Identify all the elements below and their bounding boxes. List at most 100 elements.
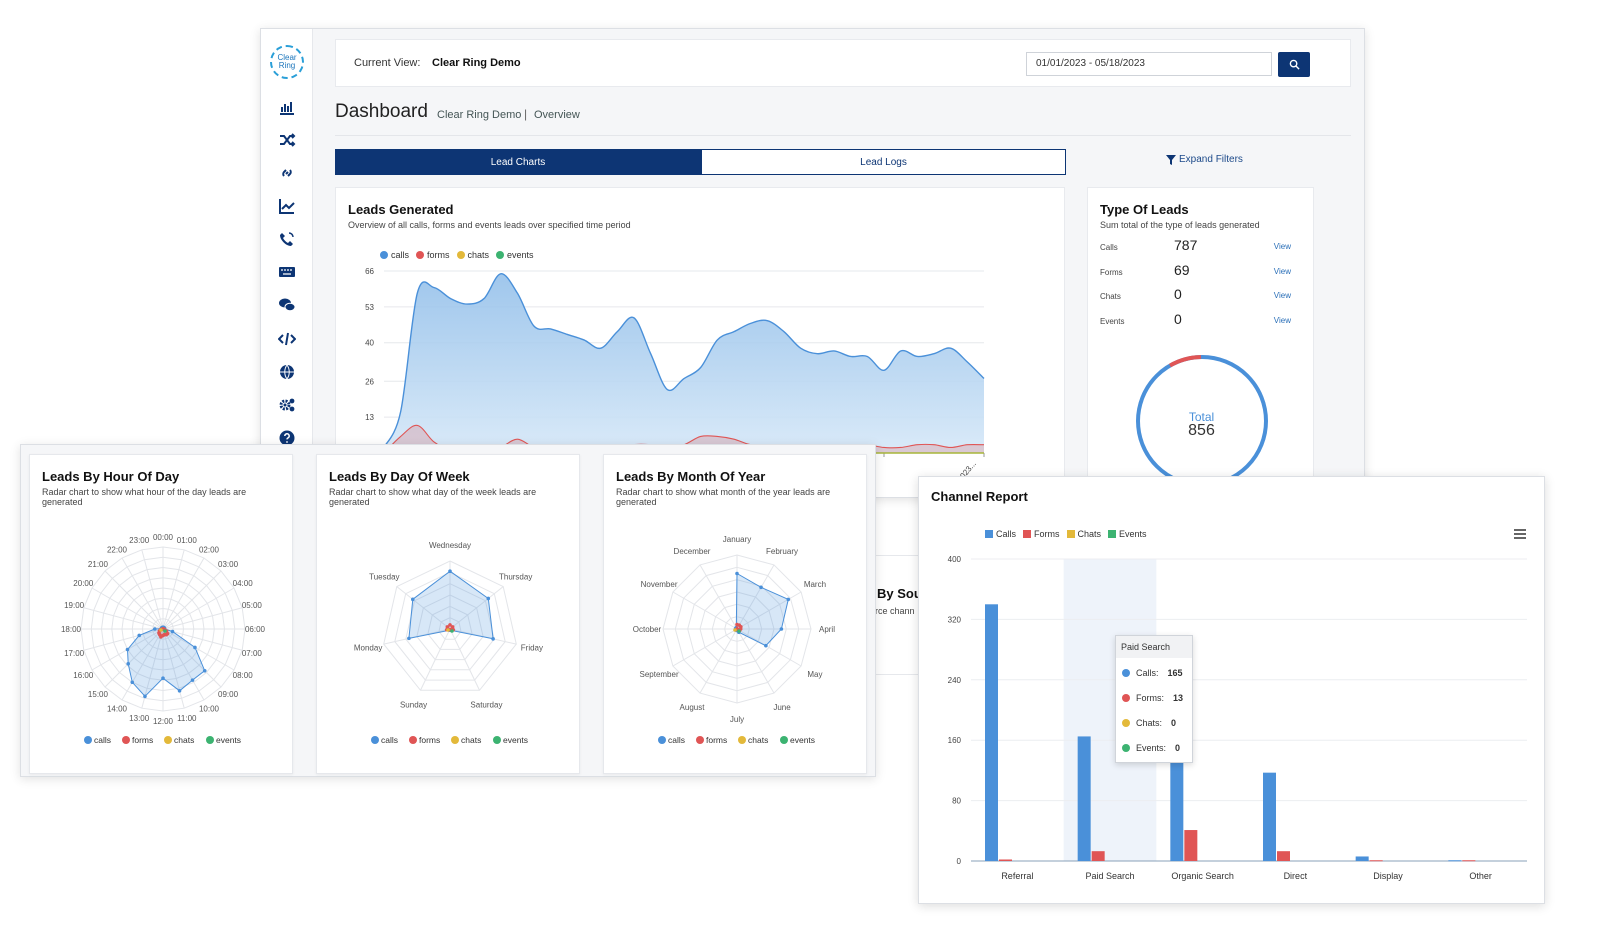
radar-spoke	[121, 628, 164, 701]
clear-ring-logo[interactable]: Clear Ring	[270, 45, 304, 79]
radar-axis-label: 11:00	[177, 714, 197, 723]
radar-spoke	[141, 549, 164, 630]
y-tick-label: 240	[948, 676, 962, 685]
channel-legend-chats[interactable]: Chats	[1066, 529, 1101, 539]
bar-forms	[1369, 860, 1383, 862]
total-value: 856	[1188, 422, 1215, 439]
tooltip-row-events: Events: 0	[1122, 743, 1180, 753]
radar-point-calls	[779, 627, 784, 631]
y-tick-label: 160	[948, 736, 962, 745]
channel-legend-calls[interactable]: Calls	[985, 529, 1016, 539]
radar-axis-label: 02:00	[199, 545, 220, 554]
logo-text-line1: Clear	[277, 53, 297, 62]
legend-calls[interactable]: calls	[380, 250, 409, 260]
type-row-forms: Forms 69 View	[1100, 262, 1305, 282]
radar-spoke	[162, 570, 222, 630]
radar-axis-label: 22:00	[107, 545, 128, 554]
legend-label-forms: forms	[419, 735, 440, 745]
globe-icon[interactable]	[275, 360, 299, 384]
type-label: Events	[1100, 317, 1125, 326]
filter-icon	[1166, 154, 1176, 165]
tab-lead-charts[interactable]: Lead Charts	[335, 149, 701, 175]
link-icon[interactable]	[275, 161, 299, 185]
leads-by-source-subtitle: rce chann	[875, 606, 915, 616]
line-chart-icon[interactable]	[275, 194, 299, 218]
radar-axis-label: 04:00	[233, 579, 254, 588]
radar-series-calls	[734, 572, 789, 647]
radar-axis-label: 18:00	[61, 625, 82, 634]
x-tick-label: Direct	[1284, 871, 1308, 881]
y-tick-label: 53	[365, 303, 374, 312]
legend-dot-calls	[658, 736, 666, 744]
radar-axis-label: Wednesday	[429, 541, 471, 550]
legend-events[interactable]: events	[496, 250, 534, 260]
legend-dot-events	[206, 736, 214, 744]
date-range-input[interactable]: 01/01/2023 - 05/18/2023	[1026, 52, 1272, 76]
y-tick-label: 0	[957, 857, 962, 866]
tooltip-value: 13	[1173, 693, 1184, 703]
radar-point-calls	[202, 668, 207, 673]
shuffle-icon[interactable]	[275, 128, 299, 152]
channel-legend-events[interactable]: Events	[1108, 529, 1147, 539]
radar-point-calls	[126, 661, 131, 666]
radar-spoke	[699, 628, 738, 694]
legend-label-calls: calls	[381, 735, 398, 745]
bar-calls	[1448, 860, 1462, 862]
breadcrumb-account[interactable]: Clear Ring Demo	[437, 109, 522, 121]
legend-forms[interactable]: forms	[416, 250, 450, 260]
leads-by-month-subtitle: Radar chart to show what month of the ye…	[616, 487, 831, 507]
chart-menu-icon[interactable]	[1514, 529, 1526, 539]
channel-report-chart: 0 80 160 240 320 400 Referral Paid Search Organi…	[948, 555, 1527, 881]
view-forms-link[interactable]: View	[1273, 267, 1291, 276]
legend-label-events: events	[216, 735, 241, 745]
top-bar: Current View: Clear Ring Demo 01/01/2023…	[335, 39, 1351, 87]
bar-forms	[999, 859, 1012, 861]
radar-spoke	[449, 586, 504, 630]
keyboard-icon[interactable]	[275, 260, 299, 284]
phone-call-icon[interactable]	[275, 227, 299, 251]
radar-axis-label: 08:00	[233, 671, 254, 680]
help-icon[interactable]	[275, 426, 299, 450]
radar-spoke	[672, 628, 738, 667]
radar-axis-label: 07:00	[242, 649, 263, 658]
code-icon[interactable]	[275, 327, 299, 351]
view-events-link[interactable]: View	[1273, 316, 1291, 325]
view-calls-link[interactable]: View	[1273, 242, 1291, 251]
current-view-value[interactable]: Clear Ring Demo	[432, 57, 521, 69]
radar-axis-label: 09:00	[218, 690, 239, 699]
legend-label-forms: forms	[132, 735, 153, 745]
radar-axis-label: 12:00	[153, 717, 174, 726]
radar-spoke	[162, 557, 205, 630]
chat-icon[interactable]	[275, 293, 299, 317]
legend-chats[interactable]: chats	[456, 250, 489, 260]
radar-spoke	[420, 628, 451, 691]
radar-spoke	[396, 586, 451, 630]
radar-point-events	[450, 629, 454, 633]
logo-text-line2: Ring	[278, 61, 296, 70]
tooltip-label: Chats:	[1136, 718, 1163, 728]
radar-axis-label: March	[804, 580, 826, 589]
bar-chart-icon[interactable]	[275, 95, 299, 119]
bar-forms	[1184, 830, 1198, 861]
radar-axis-label: Monday	[354, 644, 382, 653]
radar-grid-ring	[416, 594, 484, 661]
channel-report-window: 0 80 160 240 320 400 Referral Paid Search Organi…	[918, 476, 1545, 904]
legend-label-forms: forms	[706, 735, 727, 745]
y-tick-label: 80	[952, 797, 961, 806]
search-button[interactable]	[1278, 52, 1310, 77]
total-label: Total	[1188, 410, 1215, 424]
leads-by-month-card: Leads By Month Of Year Radar chart to sh…	[603, 454, 867, 774]
radar-axis-label: October	[633, 625, 662, 634]
tooltip-value: 0	[1171, 718, 1177, 728]
view-chats-link[interactable]: View	[1273, 291, 1291, 300]
type-row-calls: Calls 787 View	[1100, 237, 1305, 257]
tooltip-value: 165	[1167, 668, 1183, 678]
tab-lead-logs[interactable]: Lead Logs	[701, 149, 1066, 175]
y-tick-label: 13	[365, 413, 374, 422]
radar-axis-label: 10:00	[199, 705, 220, 714]
expand-filters-button[interactable]: Expand Filters	[1166, 154, 1243, 165]
channel-legend-forms[interactable]: Forms	[1023, 529, 1060, 539]
breadcrumb-overview[interactable]: Overview	[534, 109, 580, 121]
settings-icon[interactable]	[275, 393, 299, 417]
channel-report-title: Channel Report	[931, 489, 1028, 504]
